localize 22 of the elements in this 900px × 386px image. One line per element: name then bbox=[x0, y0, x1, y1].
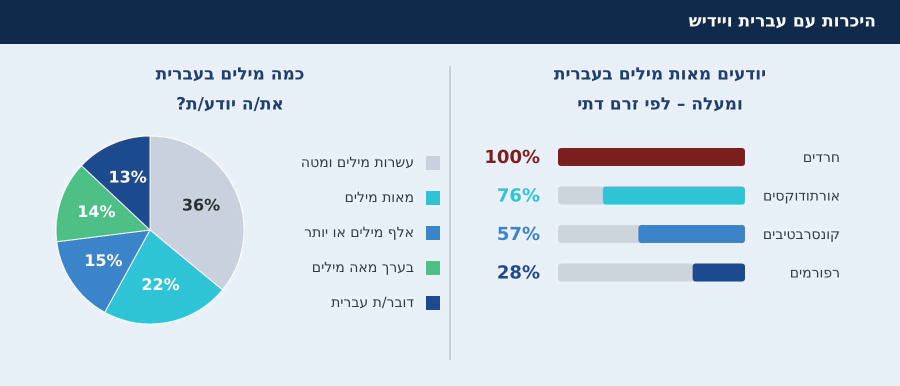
chart-title: יודעים מאות מילים בעברית ומעלה – לפי זרם דתי bbox=[554, 64, 766, 115]
data-label: 100% bbox=[484, 146, 540, 168]
data-label: 13% bbox=[108, 168, 147, 187]
y-tick-label: רפורמים bbox=[790, 265, 840, 282]
chart-title: כמה מילים בעברית את/ה יודע/ת? bbox=[156, 64, 304, 115]
data-label: 15% bbox=[84, 251, 122, 270]
text: היכרות עם עברית ויידיש bbox=[688, 12, 876, 32]
bar bbox=[692, 264, 745, 282]
data-label: 36% bbox=[182, 195, 220, 214]
y-tick-label: אורתודוקסים bbox=[763, 188, 840, 204]
data-label: 14% bbox=[77, 202, 116, 221]
legend-label: בערך מאה מילים bbox=[312, 260, 414, 276]
legend-label: עשרות מילים ומטה bbox=[300, 154, 414, 171]
legend-label: דובר/ת עברית bbox=[331, 294, 414, 311]
legend-label: מאות מילים bbox=[344, 190, 414, 206]
y-tick-label: קונסרבטיבים bbox=[762, 226, 840, 243]
data-label: 76% bbox=[496, 185, 540, 206]
y-tick-label: חרדים bbox=[802, 150, 840, 166]
legend-label: אלף מילים או יותר bbox=[304, 224, 414, 241]
data-label: 57% bbox=[496, 224, 540, 245]
data-label: 28% bbox=[496, 262, 540, 284]
data-label: 22% bbox=[141, 274, 180, 294]
